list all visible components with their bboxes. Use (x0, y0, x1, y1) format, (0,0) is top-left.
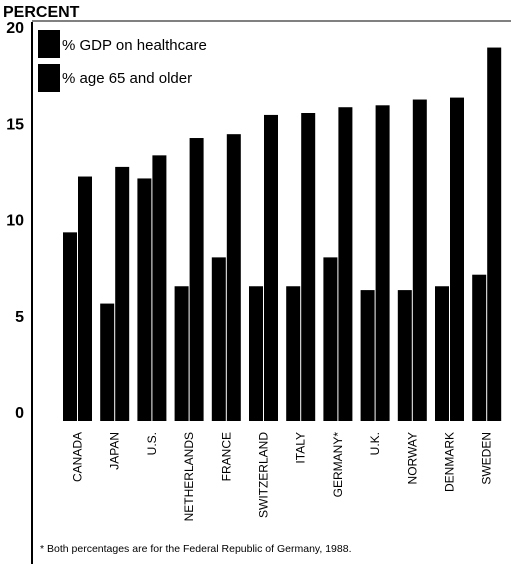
bar-gdp-healthcare (63, 232, 77, 421)
category-label: NETHERLANDS (182, 432, 196, 521)
category-label: SWEDEN (480, 432, 494, 485)
bar-gdp-healthcare (100, 303, 115, 421)
bar-gdp-healthcare (174, 286, 189, 421)
legend-swatch-gdp (38, 30, 60, 58)
footnote: * Both percentages are for the Federal R… (40, 543, 351, 555)
bar-age-65-older (115, 166, 130, 421)
bar-gdp-healthcare (435, 286, 449, 421)
category-label: CANADA (71, 432, 85, 482)
bar-age-65-older (264, 114, 278, 422)
y-tick-labels: 0 5 10 15 20 (6, 20, 24, 422)
bar-age-65-older (450, 97, 464, 421)
category-label: ITALY (294, 432, 308, 464)
bar-age-65-older (301, 113, 316, 421)
bar-gdp-healthcare (323, 257, 338, 421)
bar-gdp-healthcare (249, 286, 263, 421)
bar-age-65-older (338, 107, 353, 421)
category-labels: CANADA JAPAN U.S. NETHERLANDS FRANCE SWITZERL… (71, 432, 494, 522)
bar-age-65-older (375, 105, 390, 422)
bar-gdp-healthcare (360, 290, 375, 421)
bar-gdp-healthcare (472, 274, 487, 421)
category-label: JAPAN (108, 432, 122, 470)
y-tick-label: 5 (15, 309, 24, 326)
bar-age-65-older (78, 176, 92, 421)
y-tick-label: 15 (6, 116, 24, 133)
bars (63, 47, 502, 422)
category-label: U.S. (145, 432, 159, 455)
y-tick-label: 10 (6, 213, 24, 230)
bar-gdp-healthcare (211, 257, 226, 421)
y-tick-label: 0 (15, 405, 24, 422)
legend-label-gdp: % GDP on healthcare (62, 37, 207, 54)
bar-gdp-healthcare (137, 178, 152, 421)
bar-age-65-older (189, 138, 204, 421)
bar-age-65-older (487, 47, 502, 422)
category-label: FRANCE (219, 432, 233, 481)
bar-age-65-older (412, 99, 427, 422)
category-label: U.K. (368, 432, 382, 455)
category-label: DENMARK (443, 432, 457, 492)
category-label: NORWAY (405, 432, 419, 484)
y-axis-label: PERCENT (3, 4, 80, 21)
bar-age-65-older (226, 134, 241, 422)
y-tick-label: 20 (6, 20, 24, 37)
category-label: SWITZERLAND (257, 432, 271, 518)
legend-label-age: % age 65 and older (62, 70, 192, 87)
legend: % GDP on healthcare % age 65 and older (38, 30, 207, 92)
bar-age-65-older (152, 155, 167, 421)
category-label: GERMANY* (331, 432, 345, 498)
bar-gdp-healthcare (397, 290, 412, 421)
bar-gdp-healthcare (286, 286, 301, 421)
legend-swatch-age (38, 64, 60, 92)
